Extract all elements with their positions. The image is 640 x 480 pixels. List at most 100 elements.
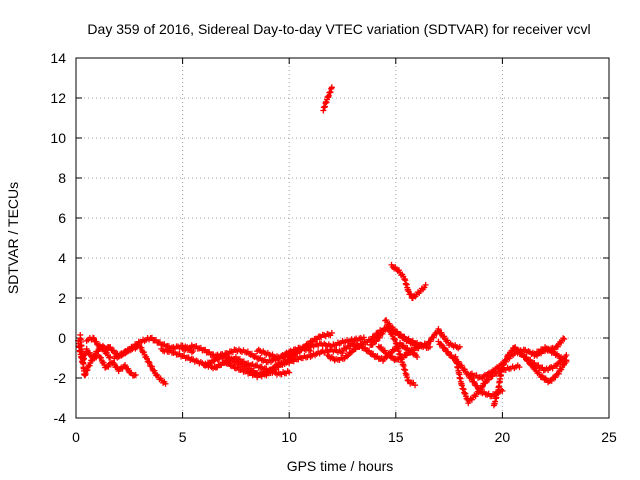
y-tick-label: 10 <box>50 130 66 146</box>
data-point <box>145 358 152 365</box>
data-point <box>86 362 93 369</box>
data-point <box>96 342 103 349</box>
data-point <box>471 379 478 386</box>
data-point <box>275 364 282 371</box>
data-point <box>307 347 314 354</box>
data-point <box>485 376 492 383</box>
y-tick-label: -4 <box>54 410 67 426</box>
y-tick-label: 14 <box>50 50 66 66</box>
data-point <box>234 358 241 365</box>
data-point <box>511 344 518 351</box>
data-point <box>146 359 153 366</box>
data-point <box>554 343 561 350</box>
plot-frame <box>75 57 610 419</box>
data-point <box>482 371 489 378</box>
data-point <box>422 281 429 288</box>
data-point <box>527 356 534 363</box>
x-tick-label: 10 <box>281 429 297 445</box>
y-tick-label: 4 <box>58 250 66 266</box>
data-point <box>379 330 386 337</box>
series-arc22 <box>510 344 570 374</box>
data-point <box>328 84 335 91</box>
data-point <box>478 374 485 381</box>
data-point <box>148 363 155 370</box>
data-point <box>378 344 385 351</box>
x-tick-label: 20 <box>495 429 511 445</box>
data-point <box>478 384 485 391</box>
data-point <box>98 354 105 361</box>
plot-series <box>75 84 570 409</box>
data-point <box>110 347 117 354</box>
data-point <box>162 380 169 387</box>
data-point <box>561 360 568 367</box>
y-tick-label: 12 <box>50 90 66 106</box>
data-point <box>557 359 564 366</box>
data-point <box>286 369 293 376</box>
data-point <box>414 354 421 361</box>
data-point <box>553 363 560 370</box>
data-point <box>392 328 399 335</box>
data-point <box>83 345 90 352</box>
data-point <box>90 335 97 342</box>
x-tick-label: 0 <box>72 429 80 445</box>
data-point <box>344 353 351 360</box>
series-arc19 <box>452 353 523 407</box>
data-point <box>132 371 139 378</box>
data-point <box>561 336 568 343</box>
data-point <box>89 355 96 362</box>
data-point <box>287 357 294 364</box>
data-point <box>500 361 507 368</box>
data-point <box>438 329 445 336</box>
data-point <box>279 361 286 368</box>
data-point <box>441 345 448 352</box>
data-point <box>92 351 99 358</box>
data-point <box>376 334 383 341</box>
data-point <box>226 354 233 361</box>
data-point <box>552 374 559 381</box>
y-tick-label: 6 <box>58 210 66 226</box>
data-point <box>411 382 418 389</box>
data-point <box>129 344 136 351</box>
x-tick-label: 5 <box>179 429 187 445</box>
y-tick-label: -2 <box>54 370 67 386</box>
series-arc10 <box>254 334 367 362</box>
data-point <box>210 358 217 365</box>
data-point <box>373 338 380 345</box>
data-point <box>95 348 102 355</box>
series-arc11 <box>320 84 335 114</box>
data-point <box>516 364 523 371</box>
data-point <box>188 349 195 356</box>
data-point <box>500 360 507 367</box>
data-point <box>107 344 114 351</box>
data-point <box>328 329 335 336</box>
data-point <box>499 387 506 394</box>
series-arc14 <box>367 321 418 389</box>
data-point <box>381 347 388 354</box>
y-tick-labels: -4 -2 0 2 4 6 8 10 12 14 <box>50 50 66 426</box>
y-tick-label: 2 <box>58 290 66 306</box>
y-axis-label: SDTVAR / TECUs <box>5 182 21 294</box>
series-arc23 <box>531 335 568 359</box>
data-point <box>110 359 117 366</box>
data-point <box>532 351 539 358</box>
data-point <box>503 356 510 363</box>
data-point <box>283 359 290 366</box>
data-point <box>396 331 403 338</box>
data-point <box>360 334 367 341</box>
data-point <box>456 343 463 350</box>
data-point <box>448 352 455 359</box>
data-point <box>369 341 376 348</box>
data-point <box>548 377 555 384</box>
data-point <box>560 335 567 342</box>
data-point <box>458 362 465 369</box>
data-point <box>86 349 93 356</box>
data-point <box>125 365 132 372</box>
data-point <box>222 351 229 358</box>
data-point <box>424 341 431 348</box>
data-point <box>107 353 114 360</box>
y-tick-label: 8 <box>58 170 66 186</box>
data-point <box>347 349 354 356</box>
data-point <box>505 352 512 359</box>
data-point <box>435 325 442 332</box>
